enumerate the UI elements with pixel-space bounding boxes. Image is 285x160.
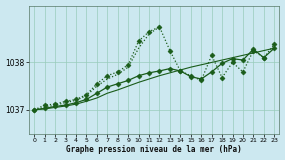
X-axis label: Graphe pression niveau de la mer (hPa): Graphe pression niveau de la mer (hPa)	[66, 145, 242, 154]
